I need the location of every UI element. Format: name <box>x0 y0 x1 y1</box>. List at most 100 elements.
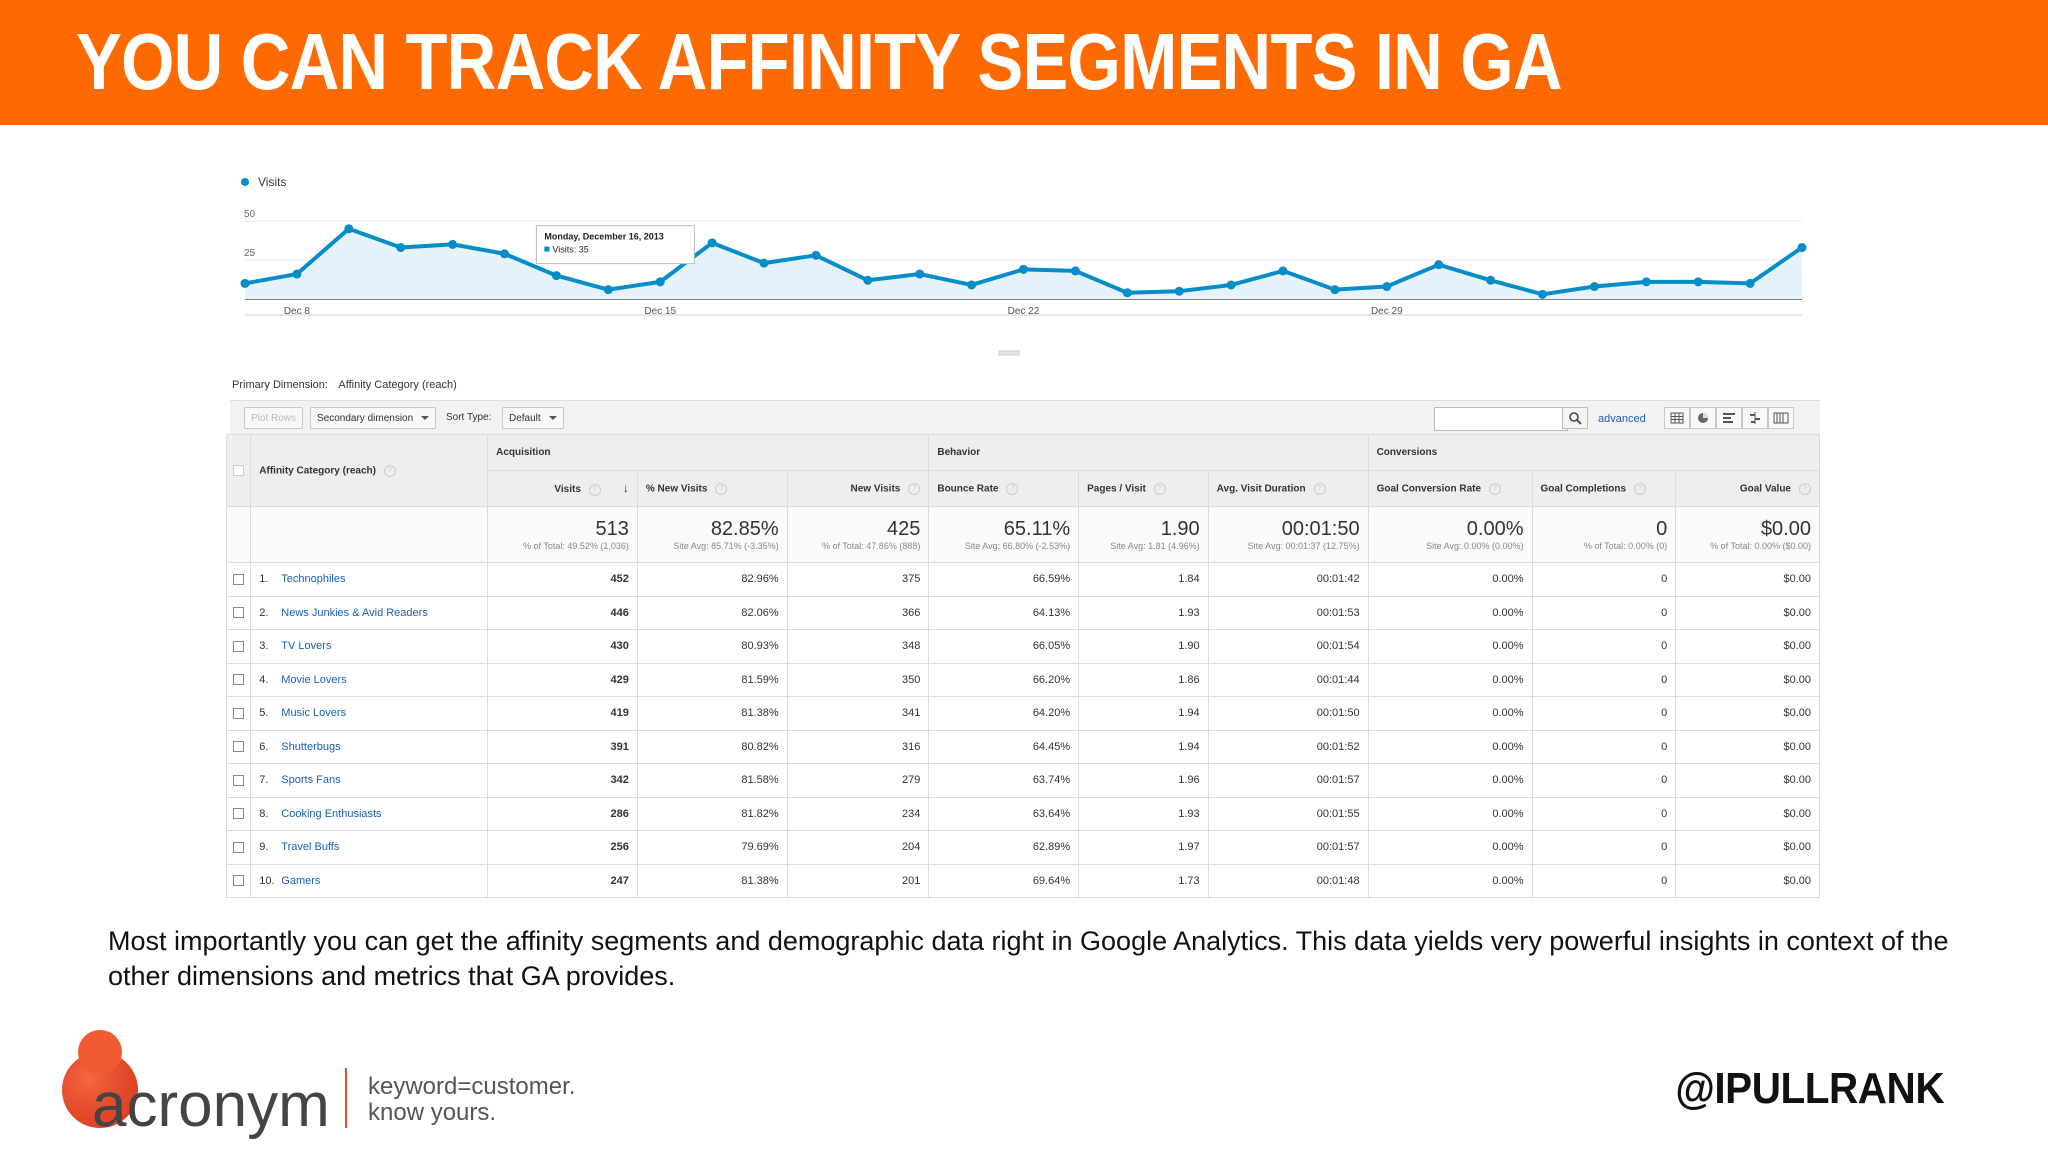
totals-row: 513% of Total: 49.52% (1,036) 82.85% Site… <box>225 506 1820 563</box>
data-point[interactable] <box>1745 278 1755 288</box>
data-point[interactable] <box>967 280 977 290</box>
row-checkbox[interactable] <box>233 640 245 652</box>
legend-dot <box>241 178 249 186</box>
category-link[interactable]: Shutterbugs <box>281 740 341 753</box>
data-point[interactable] <box>292 269 302 279</box>
help-icon[interactable]: ? <box>588 483 601 496</box>
cell-conv: 0.00% <box>1367 595 1533 630</box>
data-point[interactable] <box>551 271 561 281</box>
category-link[interactable]: Music Lovers <box>281 707 347 720</box>
help-icon[interactable]: ? <box>1489 482 1502 495</box>
col-bounce-rate[interactable]: Bounce Rate? <box>928 470 1080 507</box>
data-point[interactable] <box>240 278 250 288</box>
col-pages-visit[interactable]: Pages / Visit? <box>1078 470 1209 507</box>
data-point[interactable] <box>1174 286 1184 296</box>
data-point[interactable] <box>500 249 509 259</box>
data-point[interactable] <box>759 258 769 268</box>
category-cell: 2. News Junkies & Avid Readers <box>250 595 489 630</box>
column-header-row: Visits? ↓ % New Visits? New Visits? Bounc… <box>227 470 1820 507</box>
data-point[interactable] <box>1486 275 1496 285</box>
help-icon[interactable]: ? <box>908 482 921 495</box>
data-point[interactable] <box>655 277 665 287</box>
data-point[interactable] <box>1019 264 1028 274</box>
col-goal-completions[interactable]: Goal Completions? <box>1531 470 1677 507</box>
col-goal-conv-rate[interactable]: Goal Conversion Rate? <box>1367 470 1533 507</box>
data-point[interactable] <box>1330 285 1340 295</box>
x-tick-label: Dec 22 <box>1008 306 1040 317</box>
table-row: 2. News Junkies & Avid Readers 446 82.06% 36… <box>225 595 1820 630</box>
dimension-header[interactable]: Affinity Category (reach)? <box>250 434 489 507</box>
data-point[interactable] <box>1382 282 1392 292</box>
category-link[interactable]: Movie Lovers <box>281 673 347 686</box>
row-checkbox[interactable] <box>233 607 245 619</box>
row-checkbox[interactable] <box>233 841 245 853</box>
category-link[interactable]: Gamers <box>281 874 321 887</box>
col-new-visits[interactable]: New Visits? <box>786 470 930 507</box>
data-point[interactable] <box>1122 288 1132 298</box>
col-goal-value[interactable]: Goal Value? <box>1675 470 1820 507</box>
data-point[interactable] <box>863 275 873 285</box>
row-checkbox[interactable] <box>233 875 245 887</box>
data-point[interactable] <box>1226 280 1236 290</box>
primary-dimension-value[interactable]: Affinity Category (reach) <box>338 379 457 391</box>
pie-view-button[interactable] <box>1690 407 1716 429</box>
cell-value: $0.00 <box>1675 863 1820 898</box>
cell-completions: 0 <box>1531 763 1677 798</box>
data-point[interactable] <box>396 243 406 253</box>
help-icon[interactable]: ? <box>383 464 396 477</box>
pivot-view-button[interactable] <box>1768 407 1794 429</box>
table-search-input[interactable] <box>1434 407 1568 431</box>
data-point[interactable] <box>1538 289 1547 299</box>
category-link[interactable]: Sports Fans <box>281 774 341 787</box>
data-point[interactable] <box>915 269 925 279</box>
row-checkbox[interactable] <box>233 808 245 820</box>
col-visits[interactable]: Visits? ↓ <box>487 470 638 507</box>
table-view-button[interactable] <box>1664 407 1690 429</box>
search-button[interactable] <box>1562 407 1588 429</box>
category-link[interactable]: Travel Buffs <box>281 841 340 854</box>
help-icon[interactable]: ? <box>1153 482 1166 495</box>
data-point[interactable] <box>344 224 354 234</box>
select-all-checkbox[interactable] <box>233 464 245 476</box>
help-icon[interactable]: ? <box>1313 482 1326 495</box>
row-checkbox[interactable] <box>233 674 245 686</box>
row-rank: 2. <box>259 606 269 619</box>
data-point[interactable] <box>811 250 821 260</box>
help-icon[interactable]: ? <box>1799 482 1811 495</box>
category-link[interactable]: Technophiles <box>281 573 346 586</box>
cell-pages: 1.94 <box>1078 729 1209 764</box>
data-point[interactable] <box>1278 266 1288 276</box>
sort-type-dropdown[interactable]: Default <box>502 407 564 429</box>
row-checkbox[interactable] <box>233 774 245 786</box>
row-checkbox[interactable] <box>233 741 245 753</box>
data-point[interactable] <box>1434 260 1444 270</box>
plot-rows-button[interactable]: Plot Rows <box>244 407 304 429</box>
performance-view-button[interactable] <box>1716 407 1742 429</box>
row-checkbox[interactable] <box>233 573 245 585</box>
category-link[interactable]: TV Lovers <box>281 640 332 653</box>
data-point[interactable] <box>1589 282 1599 292</box>
total-avg-duration: 00:01:50 Site Avg: 00:01:37 (12.75%) <box>1207 506 1369 563</box>
data-point[interactable] <box>448 239 458 249</box>
chart-resize-handle[interactable] <box>998 350 1020 356</box>
category-link[interactable]: Cooking Enthusiasts <box>281 807 382 820</box>
data-point[interactable] <box>1693 277 1703 287</box>
advanced-link[interactable]: advanced <box>1598 413 1646 425</box>
help-icon[interactable]: ? <box>1006 482 1019 495</box>
data-point[interactable] <box>707 238 717 248</box>
help-icon[interactable]: ? <box>1634 482 1647 495</box>
row-checkbox[interactable] <box>233 707 245 719</box>
cell-value: $0.00 <box>1675 729 1820 764</box>
category-link[interactable]: News Junkies & Avid Readers <box>281 606 428 619</box>
comparison-view-button[interactable] <box>1742 407 1768 429</box>
cell-conv: 0.00% <box>1367 629 1533 664</box>
data-point[interactable] <box>1797 243 1807 253</box>
col-pct-new-visits[interactable]: % New Visits? <box>636 470 788 507</box>
data-point[interactable] <box>1641 277 1651 287</box>
cell-bounce: 64.20% <box>928 696 1080 731</box>
col-avg-duration[interactable]: Avg. Visit Duration? <box>1207 470 1369 507</box>
data-point[interactable] <box>1070 266 1080 276</box>
secondary-dimension-dropdown[interactable]: Secondary dimension <box>310 407 437 429</box>
help-icon[interactable]: ? <box>715 482 728 495</box>
data-point[interactable] <box>603 285 613 295</box>
